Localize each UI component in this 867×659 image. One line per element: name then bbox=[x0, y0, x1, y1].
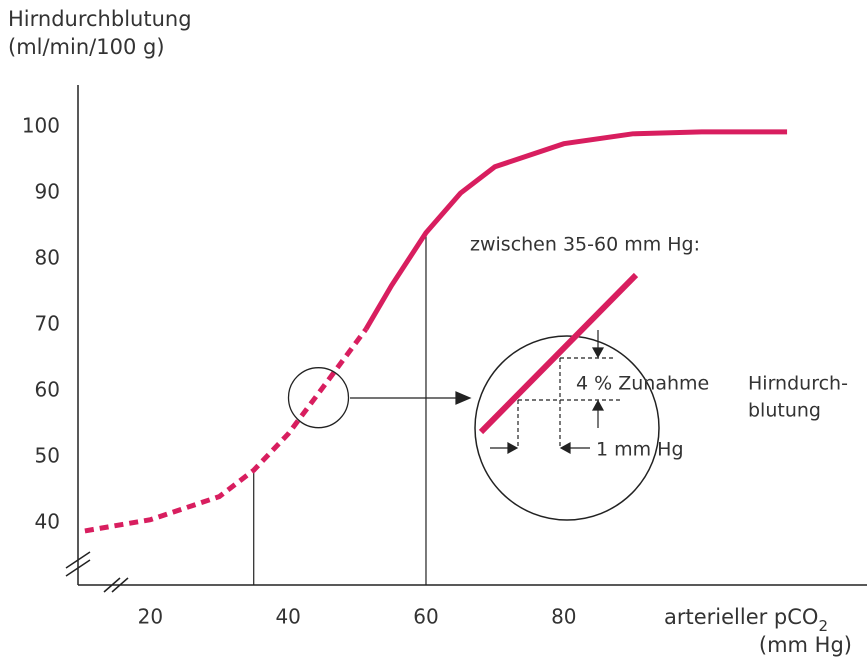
x-axis-label-sub: 2 bbox=[818, 617, 828, 635]
y-tick-label: 40 bbox=[35, 509, 60, 533]
y-tick-label: 50 bbox=[35, 444, 60, 468]
y-axis-unit: (ml/min/100 g) bbox=[8, 35, 165, 59]
data-line bbox=[363, 129, 788, 331]
axis-break bbox=[103, 577, 121, 593]
x-axis-unit: (mm Hg) bbox=[759, 633, 852, 657]
x-axis-label-main: arterieller pCO bbox=[664, 605, 818, 629]
arrow-head bbox=[591, 399, 605, 411]
axes bbox=[65, 85, 867, 593]
magnifier bbox=[287, 367, 350, 429]
inset-text: 1 mm Hg bbox=[596, 439, 684, 461]
arrow-head bbox=[591, 347, 605, 359]
x-tick-label: 80 bbox=[551, 605, 576, 629]
x-tick-label: 20 bbox=[138, 605, 163, 629]
inset-text: Hirndurch- bbox=[748, 373, 848, 395]
inset-text: blutung bbox=[748, 400, 821, 422]
arrow-head bbox=[559, 441, 571, 455]
y-tick-label: 90 bbox=[35, 180, 60, 204]
y-axis-label: Hirndurchblutung bbox=[8, 7, 192, 31]
data-line bbox=[84, 327, 369, 534]
axis-break bbox=[65, 551, 91, 569]
arrow-head bbox=[455, 391, 472, 405]
axis-break bbox=[111, 577, 129, 593]
y-tick-label: 70 bbox=[35, 312, 60, 336]
inset-line bbox=[478, 272, 639, 435]
inset-circle bbox=[474, 335, 660, 521]
y-tick-label: 100 bbox=[22, 114, 60, 138]
inset: 4 % Zunahme Hirndurch- blutung 1 mm Hg bbox=[350, 272, 848, 521]
arrow-head bbox=[507, 441, 519, 455]
x-tick-label: 40 bbox=[275, 605, 300, 629]
x-axis-label: arterieller pCO2 bbox=[664, 605, 828, 635]
axis-break bbox=[65, 559, 91, 577]
y-tick-label: 80 bbox=[35, 246, 60, 270]
annotation: zwischen 35-60 mm Hg: bbox=[470, 234, 700, 256]
y-tick-label: 60 bbox=[35, 378, 60, 402]
x-tick-label: 60 bbox=[413, 605, 438, 629]
inset-text: 4 % Zunahme bbox=[576, 373, 709, 395]
